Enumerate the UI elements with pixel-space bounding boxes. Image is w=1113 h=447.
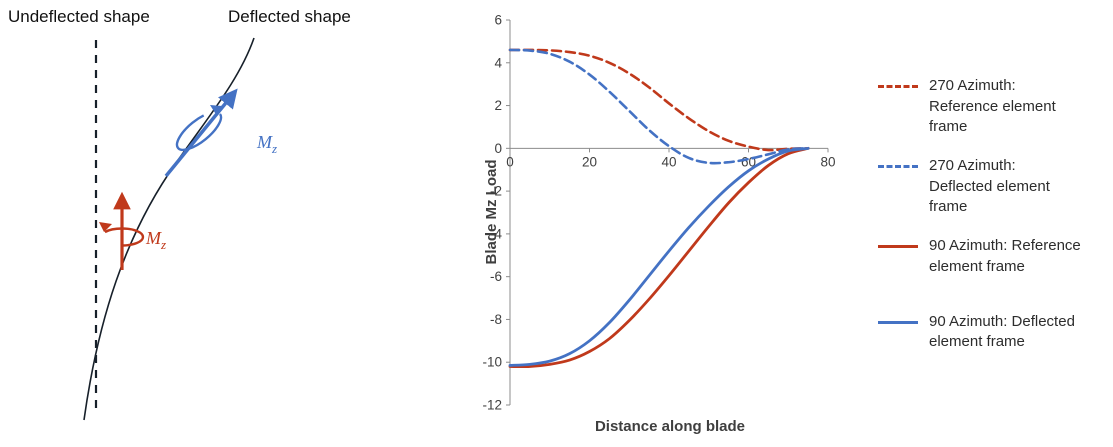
y-tick-label: 2 [494, 98, 502, 113]
blue-moment-label: M [256, 132, 273, 152]
legend-item: 270 Azimuth: Reference element frame [878, 76, 1113, 138]
y-tick-label: -6 [490, 269, 502, 284]
y-tick-label: -12 [482, 398, 502, 413]
series-line-3 [508, 146, 810, 367]
y-axis-title: Blade Mz Load [483, 159, 500, 265]
series-line-2 [508, 146, 810, 369]
blade-deflection-diagram: Undeflected shape Deflected shape M z M … [8, 7, 351, 421]
y-tick-label: -2 [490, 184, 502, 199]
y-tick-label: 0 [494, 141, 502, 156]
y-tick-label: -10 [482, 355, 502, 370]
x-tick-label: 0 [506, 154, 514, 169]
y-tick-label: -8 [490, 312, 502, 327]
y-tick-label: -4 [490, 226, 502, 241]
x-tick-label: 20 [582, 154, 597, 169]
legend-label: 270 Azimuth: Deflected element frame [929, 157, 1050, 216]
legend-label: 90 Azimuth: Reference element frame [929, 237, 1081, 275]
deflected-shape-label: Deflected shape [228, 7, 351, 26]
legend-line-sample-1 [878, 165, 918, 169]
legend-line-sample-2 [878, 245, 918, 249]
y-tick-label: 6 [494, 13, 502, 28]
legend-item: 90 Azimuth: Deflected element frame [878, 312, 1113, 353]
legend-line-sample-0 [878, 85, 918, 88]
y-tick-label: 4 [494, 55, 502, 70]
deflected-element-arrow [164, 88, 238, 178]
x-axis-title: Distance along blade [594, 418, 746, 435]
undeflected-shape-label: Undeflected shape [8, 7, 150, 26]
x-tick-label: 40 [661, 154, 676, 169]
series-line-1 [508, 48, 810, 165]
legend-label: 270 Azimuth: Reference element frame [929, 77, 1056, 136]
blue-moment-loop-arrowhead [210, 105, 222, 116]
red-moment-label-subscript: z [160, 237, 166, 252]
red-moment-loop [99, 227, 145, 247]
legend-label: 90 Azimuth: Deflected element frame [929, 312, 1075, 351]
legend-line-sample-3 [878, 320, 918, 324]
blue-moment-label-subscript: z [271, 141, 277, 156]
x-tick-label: 80 [820, 154, 835, 169]
series-line-0 [508, 48, 810, 152]
chart-legend: 270 Azimuth: Reference element frame 270… [878, 76, 1113, 371]
red-moment-loop-arrowhead [99, 222, 112, 232]
legend-item: 270 Azimuth: Deflected element frame [878, 156, 1113, 218]
blue-moment-loop [175, 110, 223, 152]
red-moment-label: M [145, 228, 162, 248]
legend-item: 90 Azimuth: Reference element frame [878, 236, 1113, 277]
